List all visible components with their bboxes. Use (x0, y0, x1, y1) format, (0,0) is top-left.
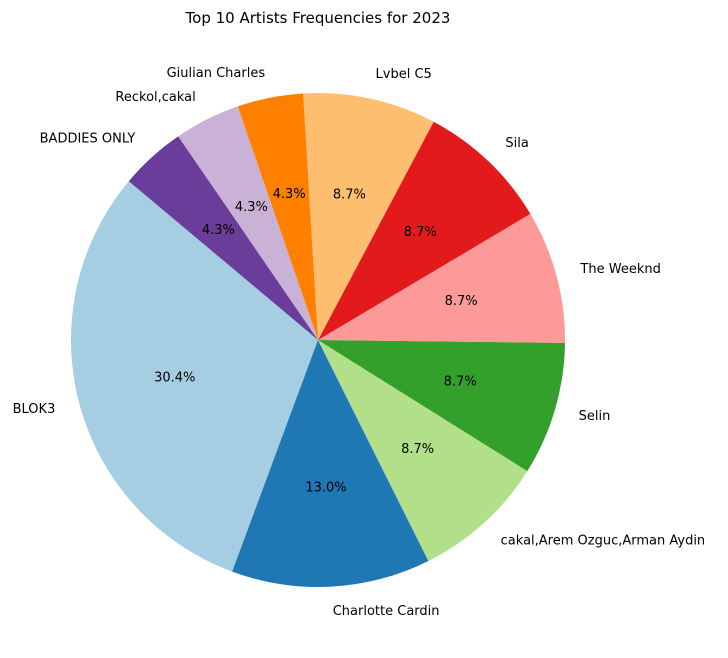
label-charlotte-cardin: Charlotte Cardin (333, 604, 440, 619)
slice-selin (318, 340, 565, 472)
pct-label-reckol-cakal: 4.3% (235, 200, 268, 215)
percentage-labels: 30.4%13.0%8.7%8.7%8.7%8.7%8.7%4.3%4.3%4.… (154, 187, 478, 495)
pie-slices (71, 93, 566, 587)
pct-label-giulian-charles: 4.3% (273, 187, 306, 202)
pct-label-baddies-only: 4.3% (202, 223, 235, 238)
pct-label-sila: 8.7% (404, 225, 437, 240)
label-reckol-cakal: Reckol,cakal (115, 90, 195, 105)
label-baddies-only: BADDIES ONLY (40, 131, 136, 146)
slice-lvbel-c5 (303, 93, 434, 340)
slice-blok3 (71, 181, 318, 572)
category-labels: BLOK3 Charlotte Cardin cakal,Arem Ozguc,Ar… (13, 66, 706, 619)
pct-label-the-weeknd: 8.7% (445, 294, 478, 309)
slice-giulian-charles (237, 93, 318, 340)
pct-label-blok3: 30.4% (154, 370, 195, 385)
label-cakal-arem-ozguc-arman-aydin: cakal,Arem Ozguc,Arman Aydin (501, 534, 706, 549)
label-lvbel-c5: Lvbel C5 (376, 67, 432, 82)
pct-label-lvbel-c5: 8.7% (333, 188, 366, 203)
label-selin: Selin (579, 409, 611, 424)
slice-cakal-arem-ozguc-arman-aydin (318, 340, 528, 561)
pct-label-charlotte-cardin: 13.0% (305, 480, 346, 495)
label-blok3: BLOK3 (13, 402, 56, 417)
slice-sila (318, 121, 531, 340)
slice-reckol-cakal (178, 106, 318, 340)
slice-the-weeknd (318, 213, 566, 343)
slice-baddies-only (128, 136, 318, 340)
label-sila: Sila (505, 136, 528, 151)
label-the-weeknd: The Weeknd (579, 262, 660, 277)
pct-label-cakal-arem-ozguc-arman-aydin: 8.7% (401, 442, 434, 457)
label-giulian-charles: Giulian Charles (167, 66, 266, 81)
slice-charlotte-cardin (232, 340, 429, 587)
pct-label-selin: 8.7% (444, 374, 477, 389)
chart-title: Top 10 Artists Frequencies for 2023 (185, 9, 451, 27)
